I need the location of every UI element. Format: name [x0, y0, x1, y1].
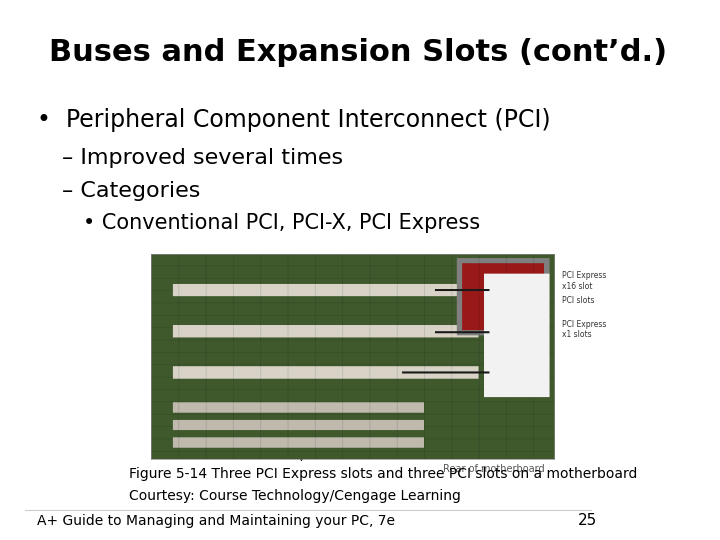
Text: 25: 25 — [577, 513, 597, 528]
Text: – Categories: – Categories — [61, 181, 200, 201]
Text: A+ Guide to Managing and Maintaining your PC, 7e: A+ Guide to Managing and Maintaining you… — [37, 514, 395, 528]
Text: Figure 5-14 Three PCI Express slots and three PCI slots on a motherboard: Figure 5-14 Three PCI Express slots and … — [129, 467, 638, 481]
Text: Rear of motherboard: Rear of motherboard — [443, 464, 544, 475]
Text: •  Peripheral Component Interconnect (PCI): • Peripheral Component Interconnect (PCI… — [37, 108, 551, 132]
Text: PCI Express
x1 slots: PCI Express x1 slots — [562, 320, 606, 339]
Text: – Improved several times: – Improved several times — [61, 148, 343, 168]
Text: PCI slots: PCI slots — [562, 295, 594, 305]
Text: • Conventional PCI, PCI-X, PCI Express: • Conventional PCI, PCI-X, PCI Express — [83, 213, 480, 233]
Text: Courtesy: Course Technology/Cengage Learning: Courtesy: Course Technology/Cengage Lear… — [129, 489, 461, 503]
Text: Buses and Expansion Slots (cont’d.): Buses and Expansion Slots (cont’d.) — [49, 38, 667, 67]
Text: PCI Express
x16 slot: PCI Express x16 slot — [562, 271, 606, 291]
